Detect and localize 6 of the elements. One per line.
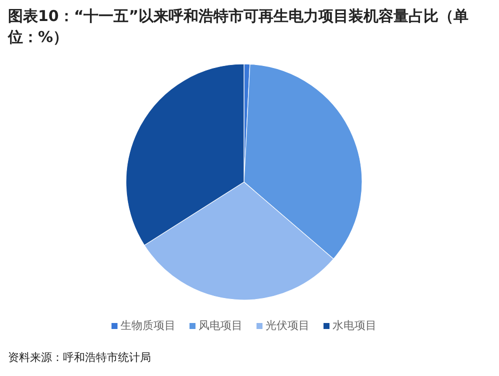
legend-label: 光伏项目 [266, 319, 310, 332]
text: 资料来源：呼和浩特市统计局 [8, 350, 151, 365]
legend-label: 风电项目 [198, 319, 242, 332]
legend-label: 生物质项目 [120, 319, 176, 332]
title: 图表10：“十一五”以来呼和浩特市可再生电力项目装机容量占比（单位：%） [8, 6, 470, 48]
legend-label: 水电项目 [332, 319, 376, 332]
